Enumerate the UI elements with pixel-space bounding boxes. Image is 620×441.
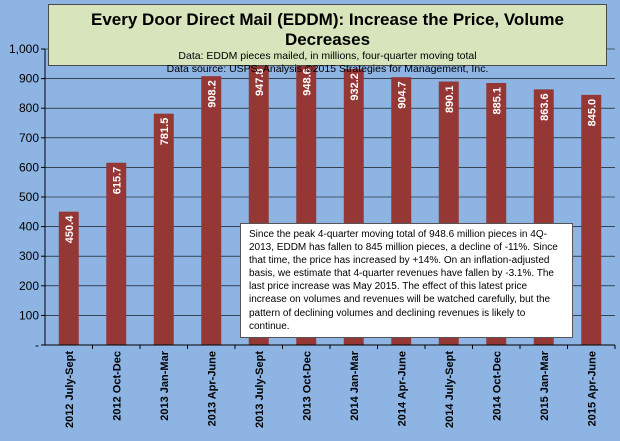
x-tick-label: 2014 July-Sept bbox=[444, 351, 456, 428]
y-tick-label: 500 bbox=[19, 190, 39, 204]
x-tick-label: 2015 Jan-Mar bbox=[539, 350, 551, 420]
x-tick-label: 2013 Apr-June bbox=[206, 351, 218, 426]
x-tick-label: 2013 July-Sept bbox=[254, 351, 266, 428]
data-label: 450.4 bbox=[64, 215, 76, 243]
chart-title-box: Every Door Direct Mail (EDDM): Increase … bbox=[48, 4, 607, 75]
x-tick-label: 2013 Jan-Mar bbox=[159, 350, 171, 420]
x-axis-labels: 2012 July-Sept 2012 Oct-Dec 2013 Jan-Mar 20… bbox=[64, 345, 616, 428]
data-label: 781.5 bbox=[159, 118, 171, 146]
data-label: 932.2 bbox=[349, 73, 361, 101]
bar bbox=[58, 211, 79, 345]
x-tick-label: 2013 Oct-Dec bbox=[301, 351, 313, 421]
chart-subtitle-data: Data: EDDM pieces mailed, in millions, f… bbox=[178, 50, 477, 62]
y-tick-label: 300 bbox=[19, 249, 39, 263]
bar bbox=[581, 94, 602, 345]
y-axis-ticks: - 100 200 300 400 500 600 700 800 900 1,000 bbox=[9, 42, 45, 352]
y-tick-label: 1,000 bbox=[9, 42, 39, 56]
chart-subtitle-source: Data source: USPS, Analysis ©2015 Strate… bbox=[166, 63, 489, 75]
x-tick-label: 2014 Oct-Dec bbox=[491, 351, 503, 421]
x-tick-label: 2014 Apr-June bbox=[396, 351, 408, 426]
bar bbox=[201, 76, 222, 346]
data-label: 908.2 bbox=[206, 80, 218, 108]
bar bbox=[106, 162, 127, 345]
y-tick-label: 400 bbox=[19, 220, 39, 234]
data-label: 615.7 bbox=[111, 167, 123, 195]
y-tick-label: 700 bbox=[19, 131, 39, 145]
data-label: 845.0 bbox=[586, 99, 598, 127]
data-label: 904.7 bbox=[396, 81, 408, 109]
y-tick-label: 200 bbox=[19, 279, 39, 293]
y-tick-label: 100 bbox=[19, 308, 39, 322]
bar bbox=[153, 113, 174, 346]
chart-title: Every Door Direct Mail (EDDM): Increase … bbox=[91, 10, 564, 49]
x-tick-label: 2012 Oct-Dec bbox=[111, 351, 123, 421]
y-tick-label: 800 bbox=[19, 101, 39, 115]
data-label: 947.8 bbox=[254, 68, 266, 96]
x-tick-label: 2012 July-Sept bbox=[64, 351, 76, 428]
y-tick-label: 600 bbox=[19, 160, 39, 174]
y-tick-label: 900 bbox=[19, 72, 39, 86]
data-label: 863.6 bbox=[539, 93, 551, 121]
x-tick-label: 2015 Apr-June bbox=[586, 351, 598, 426]
data-label: 948.6 bbox=[301, 68, 313, 96]
x-tick-label: 2014 Jan-Mar bbox=[349, 350, 361, 420]
annotation-box: Since the peak 4-quarter moving total of… bbox=[240, 223, 573, 338]
data-label: 890.1 bbox=[444, 86, 456, 114]
data-label: 885.1 bbox=[491, 87, 503, 115]
y-tick-label: - bbox=[35, 338, 39, 352]
